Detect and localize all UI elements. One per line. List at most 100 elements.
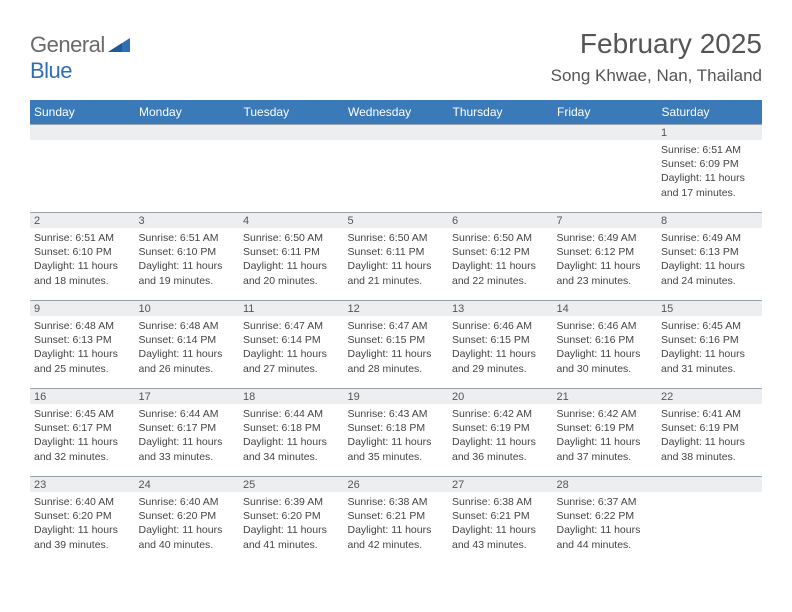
day-number: 3 [135,212,240,228]
day-details: Sunrise: 6:46 AMSunset: 6:16 PMDaylight:… [553,316,658,380]
detail-line: Sunset: 6:21 PM [452,509,549,523]
page-header: General February 2025 Song Khwae, Nan, T… [30,28,762,86]
day-number [553,124,658,140]
day-details: Sunrise: 6:47 AMSunset: 6:15 PMDaylight:… [344,316,449,380]
day-header: Monday [135,100,240,124]
detail-line: Sunrise: 6:47 AM [348,319,445,333]
day-number: 27 [448,476,553,492]
detail-line: Sunset: 6:20 PM [243,509,340,523]
detail-line: Daylight: 11 hours and 23 minutes. [557,259,654,287]
logo-blue-row: Blue [30,58,72,84]
day-cell: 9Sunrise: 6:48 AMSunset: 6:13 PMDaylight… [30,300,135,388]
detail-line: Sunset: 6:19 PM [452,421,549,435]
day-cell: 20Sunrise: 6:42 AMSunset: 6:19 PMDayligh… [448,388,553,476]
logo-triangle-icon [108,34,130,52]
detail-line: Sunrise: 6:48 AM [34,319,131,333]
detail-line: Sunset: 6:12 PM [557,245,654,259]
day-number: 21 [553,388,658,404]
day-details: Sunrise: 6:38 AMSunset: 6:21 PMDaylight:… [344,492,449,556]
detail-line: Daylight: 11 hours and 27 minutes. [243,347,340,375]
day-number: 22 [657,388,762,404]
detail-line: Sunset: 6:10 PM [139,245,236,259]
detail-line: Daylight: 11 hours and 18 minutes. [34,259,131,287]
day-cell: 18Sunrise: 6:44 AMSunset: 6:18 PMDayligh… [239,388,344,476]
detail-line: Daylight: 11 hours and 26 minutes. [139,347,236,375]
day-number: 10 [135,300,240,316]
detail-line: Sunrise: 6:51 AM [34,231,131,245]
day-details: Sunrise: 6:40 AMSunset: 6:20 PMDaylight:… [135,492,240,556]
day-details: Sunrise: 6:48 AMSunset: 6:13 PMDaylight:… [30,316,135,380]
day-details: Sunrise: 6:38 AMSunset: 6:21 PMDaylight:… [448,492,553,556]
day-cell: 13Sunrise: 6:46 AMSunset: 6:15 PMDayligh… [448,300,553,388]
detail-line: Sunset: 6:17 PM [139,421,236,435]
detail-line: Daylight: 11 hours and 37 minutes. [557,435,654,463]
day-number: 5 [344,212,449,228]
day-number [448,124,553,140]
detail-line: Sunrise: 6:42 AM [557,407,654,421]
location-text: Song Khwae, Nan, Thailand [551,66,762,86]
detail-line: Sunrise: 6:42 AM [452,407,549,421]
detail-line: Daylight: 11 hours and 31 minutes. [661,347,758,375]
calendar-body: 1Sunrise: 6:51 AMSunset: 6:09 PMDaylight… [30,124,762,564]
day-cell: 17Sunrise: 6:44 AMSunset: 6:17 PMDayligh… [135,388,240,476]
day-details: Sunrise: 6:39 AMSunset: 6:20 PMDaylight:… [239,492,344,556]
detail-line: Daylight: 11 hours and 24 minutes. [661,259,758,287]
week-row: 1Sunrise: 6:51 AMSunset: 6:09 PMDaylight… [30,124,762,212]
day-cell: 4Sunrise: 6:50 AMSunset: 6:11 PMDaylight… [239,212,344,300]
detail-line: Sunset: 6:11 PM [348,245,445,259]
detail-line: Daylight: 11 hours and 19 minutes. [139,259,236,287]
day-details: Sunrise: 6:50 AMSunset: 6:11 PMDaylight:… [239,228,344,292]
detail-line: Sunset: 6:20 PM [139,509,236,523]
detail-line: Sunset: 6:15 PM [452,333,549,347]
detail-line: Sunset: 6:20 PM [34,509,131,523]
day-details: Sunrise: 6:51 AMSunset: 6:10 PMDaylight:… [135,228,240,292]
day-number: 17 [135,388,240,404]
detail-line: Sunrise: 6:37 AM [557,495,654,509]
day-number: 20 [448,388,553,404]
detail-line: Daylight: 11 hours and 40 minutes. [139,523,236,551]
day-details: Sunrise: 6:48 AMSunset: 6:14 PMDaylight:… [135,316,240,380]
day-cell: 6Sunrise: 6:50 AMSunset: 6:12 PMDaylight… [448,212,553,300]
detail-line: Sunset: 6:22 PM [557,509,654,523]
day-number: 26 [344,476,449,492]
day-details: Sunrise: 6:45 AMSunset: 6:16 PMDaylight:… [657,316,762,380]
day-number: 18 [239,388,344,404]
detail-line: Daylight: 11 hours and 32 minutes. [34,435,131,463]
day-details [239,140,344,147]
day-details: Sunrise: 6:49 AMSunset: 6:12 PMDaylight:… [553,228,658,292]
day-number: 7 [553,212,658,228]
day-number: 23 [30,476,135,492]
day-details: Sunrise: 6:51 AMSunset: 6:09 PMDaylight:… [657,140,762,204]
day-number: 4 [239,212,344,228]
detail-line: Daylight: 11 hours and 17 minutes. [661,171,758,199]
day-cell [657,476,762,564]
detail-line: Sunset: 6:16 PM [661,333,758,347]
day-details: Sunrise: 6:43 AMSunset: 6:18 PMDaylight:… [344,404,449,468]
day-header: Tuesday [239,100,344,124]
day-number: 28 [553,476,658,492]
detail-line: Sunrise: 6:46 AM [557,319,654,333]
day-cell: 27Sunrise: 6:38 AMSunset: 6:21 PMDayligh… [448,476,553,564]
detail-line: Sunset: 6:16 PM [557,333,654,347]
day-details: Sunrise: 6:45 AMSunset: 6:17 PMDaylight:… [30,404,135,468]
logo: General [30,28,132,58]
detail-line: Daylight: 11 hours and 41 minutes. [243,523,340,551]
title-block: February 2025 Song Khwae, Nan, Thailand [551,28,762,86]
day-details: Sunrise: 6:47 AMSunset: 6:14 PMDaylight:… [239,316,344,380]
detail-line: Daylight: 11 hours and 42 minutes. [348,523,445,551]
day-details: Sunrise: 6:50 AMSunset: 6:12 PMDaylight:… [448,228,553,292]
day-number: 25 [239,476,344,492]
detail-line: Sunset: 6:14 PM [139,333,236,347]
day-number: 9 [30,300,135,316]
detail-line: Sunset: 6:18 PM [348,421,445,435]
detail-line: Daylight: 11 hours and 22 minutes. [452,259,549,287]
day-cell: 1Sunrise: 6:51 AMSunset: 6:09 PMDaylight… [657,124,762,212]
day-header: Sunday [30,100,135,124]
day-header: Saturday [657,100,762,124]
week-row: 23Sunrise: 6:40 AMSunset: 6:20 PMDayligh… [30,476,762,564]
detail-line: Daylight: 11 hours and 39 minutes. [34,523,131,551]
day-cell: 28Sunrise: 6:37 AMSunset: 6:22 PMDayligh… [553,476,658,564]
day-cell: 15Sunrise: 6:45 AMSunset: 6:16 PMDayligh… [657,300,762,388]
detail-line: Sunrise: 6:43 AM [348,407,445,421]
detail-line: Sunrise: 6:51 AM [139,231,236,245]
